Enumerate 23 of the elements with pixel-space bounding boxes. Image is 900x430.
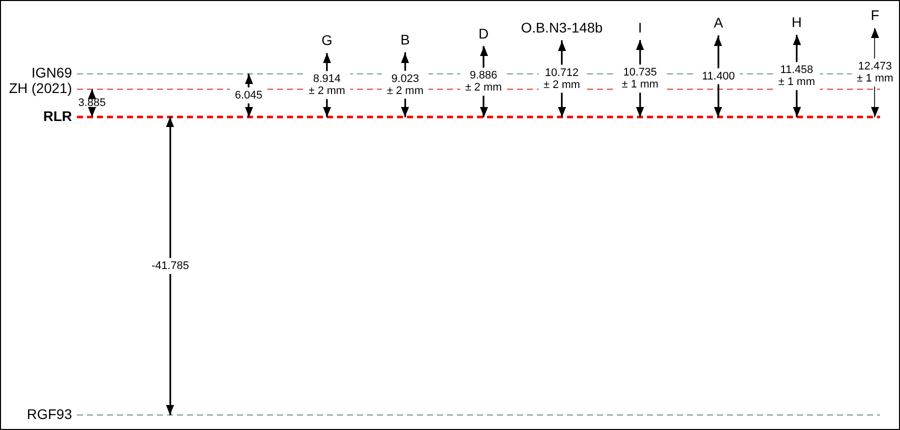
data-label: -41.785 <box>152 260 189 272</box>
x-tick-label: A <box>714 14 724 31</box>
data-label: 10.712 ± 2 mm <box>544 66 580 91</box>
data-label: 8.914 ± 2 mm <box>308 73 346 98</box>
ref-line-label: RLR <box>43 108 72 124</box>
x-tick-label: H <box>792 14 802 30</box>
data-label: 12.473 ± 1 mm <box>856 60 894 85</box>
x-tick-label: B <box>400 31 410 48</box>
x-tick-label: I <box>638 19 642 36</box>
data-label: 6.045 <box>234 89 262 102</box>
data-label: 3.885 <box>78 97 106 110</box>
data-label: 11.458 ± 1 mm <box>778 64 815 88</box>
ref-line-label: RGF93 <box>26 406 72 422</box>
data-label: 11.400 <box>702 70 735 82</box>
ref-line-label: IGN69 <box>32 64 72 81</box>
x-tick-label: D <box>478 25 489 42</box>
data-label: 9.886 ± 2 mm <box>465 70 502 94</box>
x-tick-label: O.B.N3-148b <box>520 19 603 36</box>
x-tick-label: F <box>870 6 880 23</box>
data-label: 10.735 ± 1 mm <box>622 66 658 91</box>
x-tick-label: G <box>321 32 332 48</box>
data-label: 9.023 ± 2 mm <box>386 72 424 97</box>
ref-line-label: ZH (2021) <box>8 80 72 96</box>
